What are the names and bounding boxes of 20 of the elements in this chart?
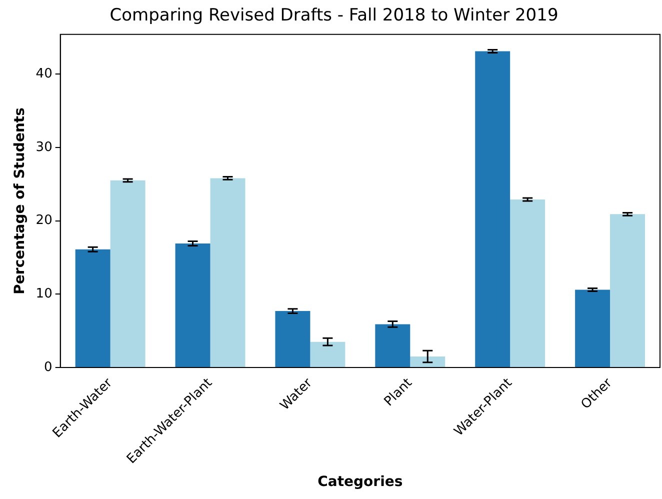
bar bbox=[310, 342, 346, 368]
bar bbox=[475, 51, 510, 368]
y-tick-label: 20 bbox=[36, 213, 52, 228]
bar bbox=[75, 249, 110, 368]
bar bbox=[110, 180, 146, 368]
y-tick-label: 10 bbox=[36, 286, 52, 302]
bar bbox=[610, 214, 646, 368]
bar bbox=[510, 199, 546, 368]
bar bbox=[275, 311, 310, 368]
bar bbox=[375, 324, 410, 368]
y-tick-label: 40 bbox=[36, 66, 52, 82]
bar bbox=[410, 356, 446, 368]
bar bbox=[210, 178, 246, 368]
y-tick-label: 30 bbox=[36, 140, 52, 155]
y-axis-title: Percentage of Students bbox=[12, 108, 28, 294]
bar bbox=[575, 290, 610, 368]
y-tick-label: 0 bbox=[44, 360, 52, 375]
bar bbox=[175, 244, 210, 368]
x-axis-title: Categories bbox=[318, 474, 403, 490]
chart-title: Comparing Revised Drafts - Fall 2018 to Winter 2019 bbox=[110, 6, 558, 26]
